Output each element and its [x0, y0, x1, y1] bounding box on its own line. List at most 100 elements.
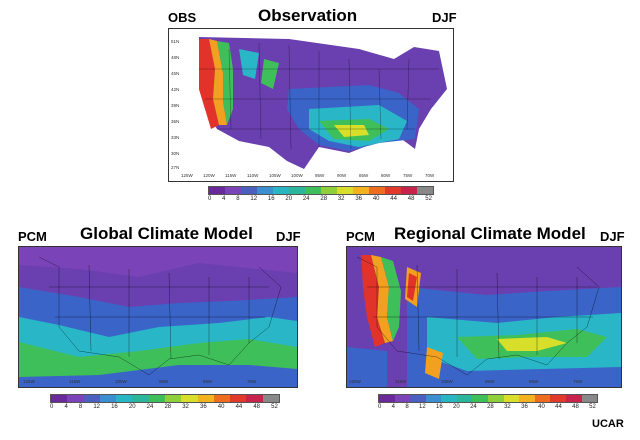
svg-text:27N: 27N — [171, 165, 179, 170]
svg-text:125W: 125W — [23, 379, 36, 384]
svg-text:80W: 80W — [381, 173, 391, 178]
gcm-map: 125W 115W 105W 95W 85W 75W — [18, 246, 298, 388]
colorbar-tick-label: 24 — [302, 196, 310, 202]
svg-text:95W: 95W — [485, 379, 495, 384]
colorbar-swatch — [116, 395, 133, 402]
colorbar-swatch — [213, 395, 231, 402]
colorbar-tick-label: 12 — [250, 196, 258, 202]
colorbar-swatch — [534, 395, 551, 402]
colorbar-tick-label: 52 — [589, 404, 596, 410]
svg-text:115W: 115W — [225, 173, 237, 178]
svg-text:36N: 36N — [171, 119, 179, 124]
colorbar-tick-label: 52 — [425, 196, 432, 202]
colorbar-tick-label: 8 — [78, 404, 83, 410]
colorbar-tick-label: 8 — [405, 404, 409, 410]
colorbar-swatch — [394, 395, 411, 402]
colorbar-tick-label: 0 — [208, 196, 212, 202]
svg-text:42N: 42N — [171, 87, 179, 92]
svg-text:95W: 95W — [315, 173, 325, 178]
rcm-title: Regional Climate Model — [394, 224, 586, 243]
colorbar-swatch — [565, 395, 582, 402]
colorbar-swatch — [321, 187, 337, 194]
gcm-colorbar — [50, 394, 280, 403]
obs-colorbar — [208, 186, 434, 195]
colorbar-swatch — [385, 187, 401, 194]
gcm-left-label: PCM — [18, 229, 47, 244]
colorbar-tick-label: 16 — [267, 196, 275, 202]
colorbar-tick-label: 24 — [470, 404, 477, 410]
svg-text:48N: 48N — [171, 55, 179, 60]
rcm-left-label: PCM — [346, 229, 375, 244]
svg-text:105W: 105W — [115, 379, 128, 384]
colorbar-tick-label: 12 — [419, 404, 426, 410]
colorbar-swatch — [197, 395, 214, 402]
colorbar-swatch — [519, 395, 535, 402]
svg-text:110W: 110W — [247, 173, 259, 178]
colorbar-swatch — [262, 395, 279, 402]
colorbar-tick-label: 20 — [128, 404, 136, 410]
colorbar-swatch — [230, 395, 247, 402]
colorbar-tick-label: 36 — [521, 404, 528, 410]
svg-text:70W: 70W — [425, 173, 435, 178]
rcm-colorbar-ticks: 0 4 8 12 16 20 24 28 32 36 40 44 48 52 — [378, 404, 596, 410]
colorbar-tick-label: 28 — [164, 404, 172, 410]
rcm-colorbar — [378, 394, 598, 403]
colorbar-tick-label: 16 — [436, 404, 443, 410]
svg-text:75W: 75W — [247, 379, 257, 384]
colorbar-swatch — [148, 395, 165, 402]
obs-title: Observation — [258, 6, 358, 25]
colorbar-swatch — [246, 395, 263, 402]
colorbar-swatch — [425, 395, 442, 402]
colorbar-swatch — [472, 395, 489, 402]
gcm-right-label: DJF — [276, 229, 301, 244]
colorbar-swatch — [581, 395, 598, 402]
svg-text:115W: 115W — [395, 379, 407, 384]
colorbar-swatch — [164, 395, 182, 402]
colorbar-swatch — [401, 187, 417, 194]
rcm-map: 125W 115W 105W 95W 85W 75W — [346, 246, 622, 388]
colorbar-tick-label: 48 — [572, 404, 579, 410]
gcm-colorbar-ticks: 0 4 8 12 16 20 24 28 32 36 40 44 48 52 — [50, 404, 278, 410]
colorbar-swatch — [209, 187, 225, 194]
colorbar-tick-label: 4 — [64, 404, 68, 410]
colorbar-tick-label: 8 — [236, 196, 240, 202]
colorbar-swatch — [488, 395, 504, 402]
colorbar-swatch — [379, 395, 395, 402]
svg-text:85W: 85W — [359, 173, 369, 178]
colorbar-swatch — [503, 395, 520, 402]
colorbar-tick-label: 32 — [182, 404, 189, 410]
obs-colorbar-ticks: 0 4 8 12 16 20 24 28 32 36 40 44 48 52 — [208, 196, 432, 202]
colorbar-tick-label: 0 — [378, 404, 382, 410]
colorbar-tick-label: 48 — [253, 404, 261, 410]
colorbar-tick-label: 4 — [222, 196, 226, 202]
colorbar-swatch — [273, 187, 289, 194]
rcm-right-label: DJF — [600, 229, 625, 244]
colorbar-tick-label: 4 — [391, 404, 396, 410]
svg-text:125W: 125W — [181, 173, 194, 178]
colorbar-swatch — [337, 187, 353, 194]
svg-text:115W: 115W — [69, 379, 81, 384]
colorbar-swatch — [417, 187, 433, 194]
colorbar-tick-label: 40 — [372, 196, 380, 202]
svg-text:33N: 33N — [171, 135, 179, 140]
colorbar-tick-label: 40 — [217, 404, 225, 410]
colorbar-swatch — [289, 187, 305, 194]
colorbar-tick-label: 44 — [390, 196, 397, 202]
colorbar-tick-label: 36 — [200, 404, 207, 410]
colorbar-swatch — [225, 187, 241, 194]
svg-text:51N: 51N — [171, 39, 179, 44]
colorbar-swatch — [305, 187, 321, 194]
colorbar-tick-label: 44 — [235, 404, 243, 410]
colorbar-tick-label: 36 — [355, 196, 363, 202]
colorbar-tick-label: 24 — [146, 404, 154, 410]
colorbar-swatch — [181, 395, 198, 402]
obs-map: 125W 120W 115W 110W 105W 100W 95W 90W 85W 80W 7… — [168, 28, 454, 182]
colorbar-tick-label: 44 — [555, 404, 562, 410]
colorbar-swatch — [410, 395, 426, 402]
colorbar-tick-label: 28 — [487, 404, 494, 410]
svg-text:105W: 105W — [441, 379, 454, 384]
svg-text:75W: 75W — [573, 379, 583, 384]
svg-text:30N: 30N — [171, 151, 179, 156]
colorbar-tick-label: 0 — [50, 404, 54, 410]
colorbar-swatch — [456, 395, 473, 402]
